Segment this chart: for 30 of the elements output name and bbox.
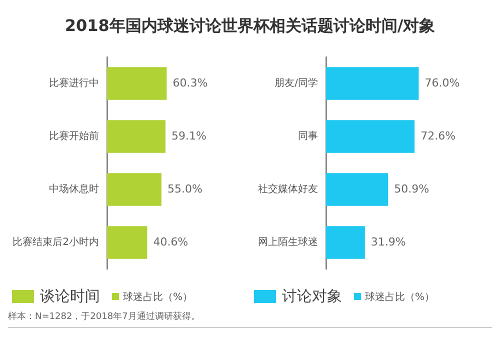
bar [326,67,419,100]
bar [107,226,148,259]
data-label: 50.9% [394,182,430,196]
y-tick-label: 朋友/同学 [274,77,318,90]
data-label: 60.3% [172,76,208,90]
y-tick-label: 比赛进行中 [49,77,99,90]
text: 样本：N=1282，于2018年7月通过调研获得。 [8,310,492,328]
legend-label: 球迷占比（%） [365,290,435,304]
bar [107,120,166,153]
data-label: 59.1% [172,129,206,142]
legend-label: 球迷占比（%） [123,290,193,304]
data-label: 55.0% [167,182,202,196]
bar [326,120,415,153]
legend-title: 谈论时间 [40,287,100,306]
data-label: 76.0% [424,76,460,90]
text: 2018年国内球迷讨论世界杯相关话题讨论时间/对象 [64,15,436,37]
data-label: 31.9% [370,235,406,248]
y-tick-label: 比赛结束后2小时内 [12,236,99,248]
bar [326,226,365,259]
data-label: 40.6% [153,235,188,248]
data-label: 72.6% [420,129,456,142]
bar [326,173,388,206]
y-tick-label: 中场休息时 [49,183,99,196]
bar [107,67,167,100]
y-tick-label: 比赛开始前 [49,130,99,142]
bar [107,173,162,206]
y-tick-label: 网上陌生球迷 [258,236,318,248]
y-tick-label: 社交媒体好友 [258,183,318,196]
y-tick-label: 同事 [298,130,318,142]
legend-title: 讨论对象 [282,287,342,306]
